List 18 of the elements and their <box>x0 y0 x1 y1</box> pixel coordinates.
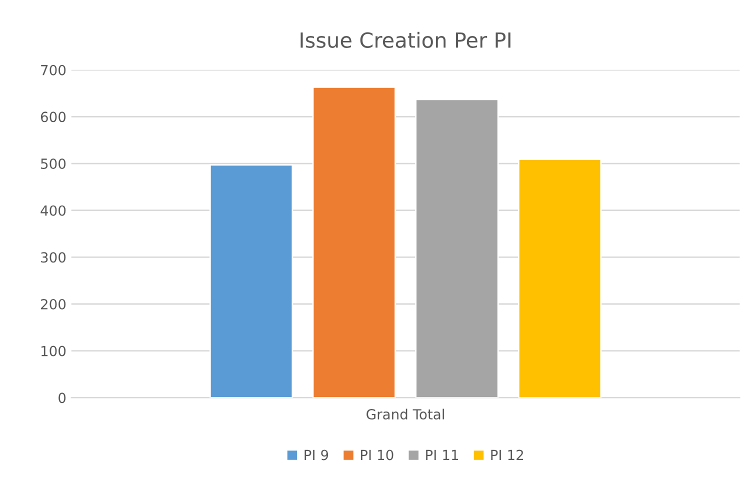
y-tick-label: 100 <box>42 346 66 356</box>
y-tick-label: 500 <box>41 158 66 170</box>
y-tick-label: 200 <box>40 298 66 310</box>
chart-title: Issue Creation Per PI <box>300 32 510 48</box>
bar <box>415 98 499 398</box>
y-tick-label: 400 <box>40 205 66 216</box>
y-tick-label: 600 <box>40 112 66 122</box>
bar <box>209 164 294 398</box>
y-tick-label: 0 <box>58 392 66 404</box>
y-tick-label: 300 <box>41 252 66 263</box>
bar <box>312 86 396 398</box>
y-tick-label: 700 <box>41 64 66 76</box>
x-tick-label: Grand Total <box>366 408 444 420</box>
bar <box>518 158 602 398</box>
legend-label: PI 12 <box>491 450 524 460</box>
legend-label: PI 11 <box>426 450 458 460</box>
legend-label: PI 9 <box>304 450 328 460</box>
legend-label: PI 10 <box>360 450 394 460</box>
